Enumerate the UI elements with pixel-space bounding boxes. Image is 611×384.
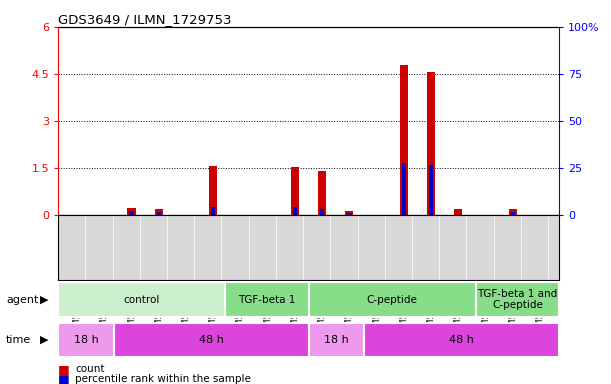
- Text: 18 h: 18 h: [73, 335, 98, 345]
- Bar: [364, 323, 559, 357]
- Text: agent: agent: [6, 295, 38, 305]
- Text: 48 h: 48 h: [199, 335, 224, 345]
- Text: GDS3649 / ILMN_1729753: GDS3649 / ILMN_1729753: [58, 13, 232, 26]
- Text: ■: ■: [58, 363, 70, 376]
- Bar: [225, 282, 309, 317]
- Text: C-peptide: C-peptide: [367, 295, 417, 305]
- Bar: [293, 207, 297, 215]
- Text: TGF-beta 1: TGF-beta 1: [238, 295, 296, 305]
- Bar: [511, 212, 515, 215]
- Bar: [309, 282, 475, 317]
- Bar: [475, 282, 559, 317]
- Bar: [211, 207, 216, 215]
- Bar: [114, 323, 309, 357]
- Bar: [128, 208, 136, 215]
- Bar: [155, 209, 163, 215]
- Bar: [320, 209, 324, 215]
- Text: ▶: ▶: [40, 335, 48, 345]
- Bar: [309, 323, 364, 357]
- Bar: [291, 167, 299, 215]
- Bar: [427, 72, 435, 215]
- Text: time: time: [6, 335, 31, 345]
- Text: ■: ■: [58, 373, 70, 384]
- Bar: [401, 163, 406, 215]
- Bar: [345, 211, 354, 215]
- Bar: [429, 165, 433, 215]
- Bar: [400, 65, 408, 215]
- Bar: [509, 209, 517, 215]
- Bar: [318, 170, 326, 215]
- Bar: [209, 166, 218, 215]
- Bar: [58, 323, 114, 357]
- Text: 48 h: 48 h: [449, 335, 474, 345]
- Text: control: control: [123, 295, 159, 305]
- Text: percentile rank within the sample: percentile rank within the sample: [75, 374, 251, 384]
- Bar: [156, 212, 161, 215]
- Text: count: count: [75, 364, 104, 374]
- Text: ▶: ▶: [40, 295, 48, 305]
- Bar: [454, 209, 463, 215]
- Text: 18 h: 18 h: [324, 335, 349, 345]
- Bar: [130, 211, 134, 215]
- Bar: [58, 282, 225, 317]
- Bar: [347, 212, 352, 215]
- Text: TGF-beta 1 and
C-peptide: TGF-beta 1 and C-peptide: [477, 289, 557, 310]
